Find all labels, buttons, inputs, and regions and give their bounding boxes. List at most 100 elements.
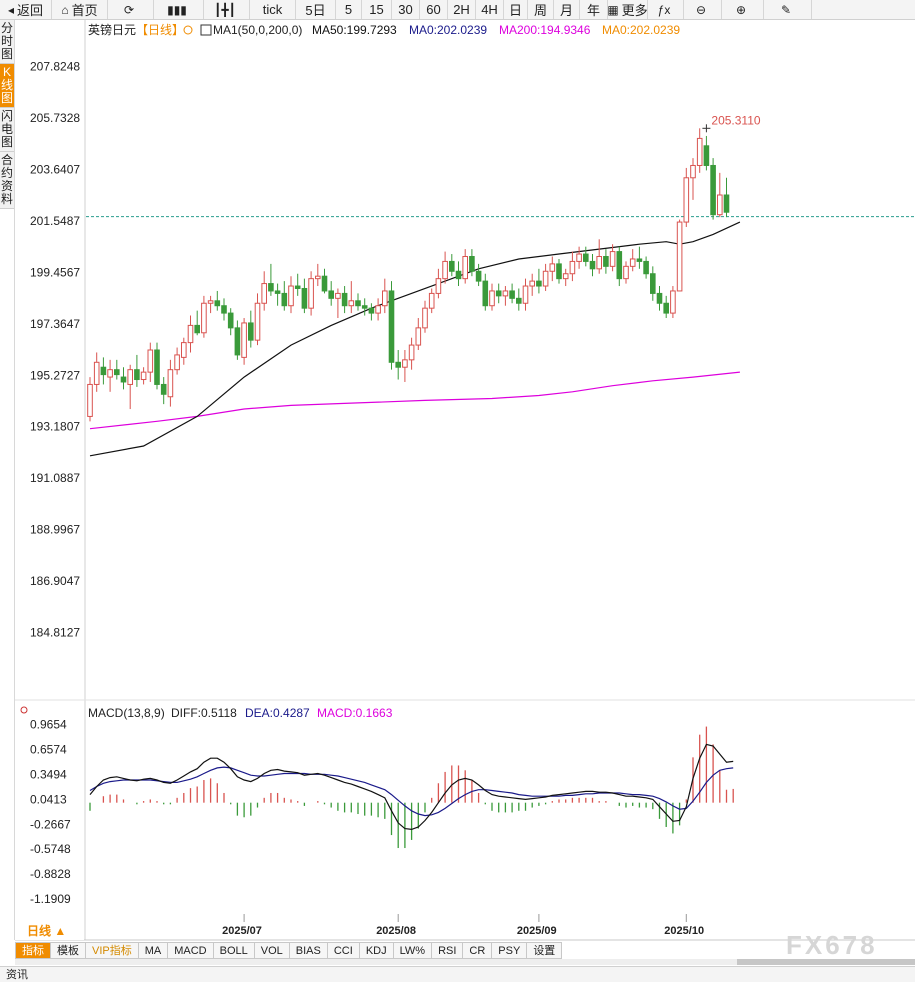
ma50-value: MA50:199.7293 xyxy=(312,23,397,37)
indicator-tab-vip[interactable]: VIP指标 xyxy=(86,942,139,959)
indicator-tab-macd[interactable]: MACD xyxy=(168,942,214,959)
indicator-tab-1[interactable]: 模板 xyxy=(51,942,86,959)
price-y-tick: 195.2727 xyxy=(30,368,80,382)
period-dropdown-button[interactable]: 日线 ▲ xyxy=(15,923,84,940)
period-月-button[interactable]: 月 xyxy=(554,0,580,19)
candle-body xyxy=(489,290,495,307)
candle-body xyxy=(87,383,93,417)
ma0-value: MA0:202.0239 xyxy=(409,23,487,37)
side-tab-3[interactable]: 合约资料 xyxy=(0,152,14,209)
candle-body xyxy=(442,260,448,280)
dea-line xyxy=(89,766,734,817)
formula-button[interactable]: ƒx xyxy=(648,0,684,19)
candle-body xyxy=(154,349,160,385)
candle-body xyxy=(663,302,670,314)
candle-body xyxy=(248,322,254,341)
period-周-button[interactable]: 周 xyxy=(528,0,554,19)
indicator-tab-bias[interactable]: BIAS xyxy=(289,942,328,959)
candle-body xyxy=(556,263,562,280)
candle-body xyxy=(562,273,569,280)
indicator-tab-vol[interactable]: VOL xyxy=(254,942,290,959)
indicator-tab-cr[interactable]: CR xyxy=(463,942,493,959)
candle-body xyxy=(254,302,261,341)
candle-body xyxy=(147,349,154,373)
toolbar-label: tick xyxy=(262,2,283,17)
candle-body xyxy=(583,253,589,262)
macd-y-tick: 0.9654 xyxy=(30,718,67,732)
candle-body xyxy=(308,278,314,309)
home-button[interactable]: ⌂ 首页 xyxy=(52,0,108,19)
side-tab-2[interactable]: 闪电图 xyxy=(0,108,14,152)
period-4H-button[interactable]: 4H xyxy=(476,0,504,19)
candle-body xyxy=(516,297,522,304)
news-label[interactable]: 资讯 xyxy=(6,969,28,981)
candle-body xyxy=(629,258,636,267)
refresh-button[interactable]: ⟳ xyxy=(108,0,154,19)
period-日-button[interactable]: 日 xyxy=(504,0,528,19)
back-button[interactable]: ◂ 返回 xyxy=(0,0,52,19)
candlestick-button[interactable]: ┃╋┃ xyxy=(204,0,250,19)
grid-button[interactable]: ▦ 更多 xyxy=(607,0,648,19)
period-5-button[interactable]: 5 xyxy=(336,0,362,19)
indicator-tab-ma[interactable]: MA xyxy=(138,942,169,959)
indicator-tab-kdj[interactable]: KDJ xyxy=(359,942,394,959)
candle-body xyxy=(676,221,683,292)
candle-body xyxy=(670,290,676,314)
candle-body xyxy=(643,260,649,275)
period-2H-button[interactable]: 2H xyxy=(448,0,476,19)
candle-body xyxy=(690,164,696,179)
candle-body xyxy=(234,327,241,356)
candle-body xyxy=(321,275,328,292)
candle-body xyxy=(428,292,435,309)
candle-body xyxy=(495,290,502,297)
indicator-tab-boll[interactable]: BOLL xyxy=(213,942,255,959)
candle-body xyxy=(509,290,515,299)
toolbar-label: 4H xyxy=(481,2,498,17)
candle-body xyxy=(114,369,120,376)
diff-line xyxy=(89,743,734,831)
candle-body xyxy=(160,383,167,395)
indicator-tab-rsi[interactable]: RSI xyxy=(432,942,464,959)
toolbar-label: 日 xyxy=(508,3,522,18)
side-tab-0[interactable]: 分时图 xyxy=(0,20,14,64)
chart-scroll-track[interactable] xyxy=(15,959,915,965)
period-15-button[interactable]: 15 xyxy=(362,0,392,19)
candle-body xyxy=(696,137,703,166)
macd-dea-value: DEA:0.4287 xyxy=(245,706,310,720)
indicator-tab-lw[interactable]: LW% xyxy=(393,942,433,959)
candle-body xyxy=(187,324,194,344)
toolbar-label: 年 xyxy=(586,3,600,18)
indicator-tab-0[interactable]: 指标 xyxy=(15,942,51,959)
candle-body xyxy=(475,270,482,282)
indicator-tab-14[interactable]: 设置 xyxy=(527,942,563,959)
candlestick-icon: ┃╋┃ xyxy=(214,2,236,17)
period-30-button[interactable]: 30 xyxy=(392,0,420,19)
candle-body xyxy=(335,292,341,299)
period-年-button[interactable]: 年 xyxy=(580,0,608,19)
chart-scroll-thumb[interactable] xyxy=(737,959,915,965)
period-tick-button[interactable]: tick xyxy=(250,0,296,19)
indicator-tabs: 指标 模板 VIP指标 MA MACD BOLL VOL BIAS CCI KDJ LW% RSI CR… xyxy=(15,942,563,959)
price-y-tick: 207.8248 xyxy=(30,59,80,73)
price-y-tick: 199.4567 xyxy=(30,265,80,279)
indicator-tab-cci[interactable]: CCI xyxy=(327,942,360,959)
candle-body xyxy=(589,260,596,270)
zoom-in-button[interactable]: ⊕ xyxy=(722,0,764,19)
candle-body xyxy=(348,300,355,307)
candle-body xyxy=(549,263,556,272)
candle-body xyxy=(355,300,361,307)
price-chart-svg[interactable]: 207.8248 205.7328 203.6407 201.5487 199.4567… xyxy=(0,0,915,942)
candle-body xyxy=(609,251,616,267)
period-5日-button[interactable]: 5日 xyxy=(296,0,336,19)
indicator-tab-psy[interactable]: PSY xyxy=(492,942,528,959)
period-60-button[interactable]: 60 xyxy=(420,0,448,19)
draw-pen-button[interactable]: ✎ xyxy=(764,0,812,19)
toolbar-label: 5日 xyxy=(305,3,326,18)
candle-body xyxy=(449,260,455,272)
zoom-out-button[interactable]: ⊖ xyxy=(684,0,722,19)
bar-chart-button[interactable]: ▮▮▮ xyxy=(154,0,204,19)
macd-y-tick: 0.0413 xyxy=(30,792,67,806)
candle-body xyxy=(656,292,663,304)
candle-body xyxy=(522,285,529,304)
